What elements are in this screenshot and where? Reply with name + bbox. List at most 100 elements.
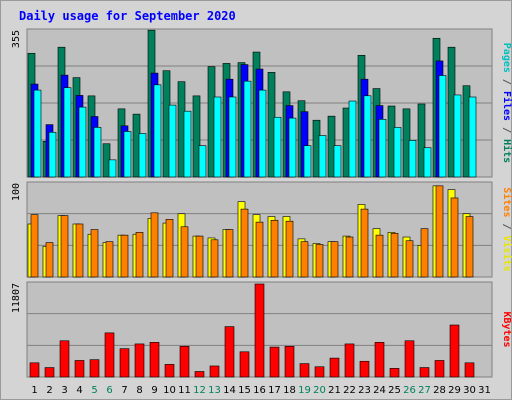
x-tick-label-25: 25 [388, 385, 401, 396]
sites-bar-11 [180, 226, 189, 278]
kbytes-bar-25 [389, 368, 400, 378]
kbytes-bar-27 [419, 367, 430, 378]
pages-bar-1 [33, 89, 42, 178]
pages-bar-20 [318, 135, 327, 178]
right-label-visits-sites: Sites / Visits [501, 187, 512, 271]
sites-bar-6 [105, 241, 114, 278]
x-tick-label-13: 13 [208, 385, 221, 396]
sites-bar-25 [390, 232, 399, 278]
kbytes-bar-24 [374, 342, 385, 378]
kbytes-bar-5 [89, 359, 100, 378]
kbytes-bar-14 [224, 326, 235, 378]
sites-bar-16 [255, 221, 264, 278]
x-tick-label-15: 15 [238, 385, 251, 396]
pages-bar-18 [288, 117, 297, 178]
pages-bar-15 [243, 80, 252, 178]
x-tick-label-8: 8 [136, 385, 142, 396]
chart-title: Daily usage for September 2020 [19, 9, 236, 23]
pages-bar-16 [258, 89, 267, 178]
right-label-kbytes: KBytes [501, 311, 512, 347]
kbytes-bar-19 [299, 363, 310, 378]
sites-bar-21 [330, 241, 339, 278]
right-label-hits-files-pages-part-4: Hits [501, 139, 512, 163]
kbytes-bar-6 [104, 332, 115, 378]
x-tick-label-19: 19 [298, 385, 311, 396]
sites-bar-23 [360, 208, 369, 278]
x-tick-label-1: 1 [31, 385, 37, 396]
x-tick-label-28: 28 [433, 385, 446, 396]
sites-bar-29 [450, 197, 459, 278]
sites-bar-19 [300, 241, 309, 278]
pages-bar-3 [63, 87, 72, 178]
kbytes-bar-29 [449, 324, 460, 378]
pages-bar-8 [138, 133, 147, 178]
pages-bar-29 [453, 94, 462, 178]
pages-bar-28 [438, 75, 447, 178]
kbytes-bar-2 [44, 367, 55, 378]
x-tick-label-14: 14 [223, 385, 236, 396]
kbytes-bar-8 [134, 343, 145, 378]
sites-bar-26 [405, 240, 414, 278]
pages-bar-23 [363, 95, 372, 178]
pages-bar-17 [273, 116, 282, 178]
pages-bar-14 [228, 96, 237, 178]
y-max-label-visits-sites: 100 [11, 183, 22, 201]
kbytes-bar-23 [359, 360, 370, 378]
right-label-visits-sites-part-1: / [501, 217, 512, 235]
pages-bar-7 [123, 131, 132, 178]
sites-bar-18 [285, 220, 294, 278]
sites-bar-4 [75, 223, 84, 278]
kbytes-bar-21 [329, 357, 340, 378]
x-tick-label-7: 7 [121, 385, 127, 396]
x-tick-label-24: 24 [373, 385, 386, 396]
right-label-hits-files-pages: Pages / Files / Hits [501, 43, 512, 163]
x-tick-label-30: 30 [463, 385, 476, 396]
x-tick-label-10: 10 [163, 385, 176, 396]
hits-bar-12 [192, 95, 201, 178]
sites-bar-7 [120, 234, 129, 278]
pages-bar-13 [213, 96, 222, 178]
kbytes-bar-3 [59, 340, 70, 378]
kbytes-bar-26 [404, 340, 415, 378]
pages-bar-30 [468, 96, 477, 178]
x-tick-label-4: 4 [76, 385, 82, 396]
right-label-hits-files-pages-part-2: Files [501, 91, 512, 121]
kbytes-bar-30 [464, 362, 475, 378]
x-tick-label-29: 29 [448, 385, 461, 396]
pages-bar-22 [348, 100, 357, 178]
kbytes-bar-10 [164, 364, 175, 378]
right-label-visits-sites-part-0: Sites [501, 187, 512, 217]
x-tick-label-2: 2 [46, 385, 52, 396]
y-max-label-hits-files-pages: 355 [11, 30, 22, 48]
pages-bar-11 [183, 110, 192, 178]
sites-bar-9 [150, 212, 159, 278]
x-tick-label-6: 6 [106, 385, 112, 396]
pages-bar-9 [153, 84, 162, 178]
sites-bar-20 [315, 244, 324, 278]
x-tick-label-20: 20 [313, 385, 326, 396]
sites-bar-8 [135, 232, 144, 278]
x-tick-label-11: 11 [178, 385, 191, 396]
sites-bar-28 [435, 185, 444, 278]
sites-bar-13 [210, 239, 219, 278]
right-label-visits-sites-part-2: Visits [501, 236, 512, 272]
hits-bar-27 [417, 103, 426, 178]
x-tick-label-27: 27 [418, 385, 431, 396]
pages-bar-27 [423, 147, 432, 178]
sites-bar-27 [420, 228, 429, 278]
kbytes-bar-15 [239, 351, 250, 378]
y-max-label-kbytes: 11807 [11, 283, 22, 313]
sites-bar-12 [195, 235, 204, 278]
sites-bar-14 [225, 229, 234, 278]
pages-bar-21 [333, 145, 342, 178]
kbytes-bar-7 [119, 348, 130, 378]
pages-bar-26 [408, 140, 417, 178]
kbytes-bar-22 [344, 343, 355, 378]
kbytes-bar-28 [434, 360, 445, 378]
x-tick-label-23: 23 [358, 385, 371, 396]
x-tick-label-9: 9 [151, 385, 157, 396]
right-label-hits-files-pages-part-3: / [501, 121, 512, 139]
sites-bar-2 [45, 242, 54, 278]
